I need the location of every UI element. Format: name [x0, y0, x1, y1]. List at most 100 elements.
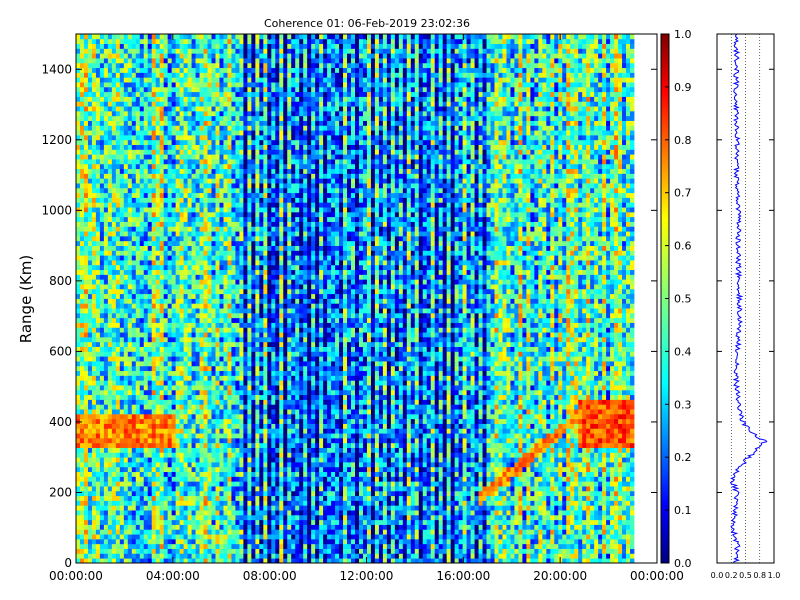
heatmap-cell	[199, 163, 204, 170]
heatmap-cell	[115, 48, 121, 54]
heatmap-cell	[151, 58, 157, 64]
heatmap-cell	[135, 159, 141, 165]
heatmap-cell	[187, 312, 192, 319]
heatmap-cell	[135, 389, 141, 396]
heatmap-cell	[83, 466, 89, 473]
heatmap-cell	[247, 500, 252, 506]
heatmap-cell	[171, 159, 177, 165]
heatmap-cell	[171, 500, 177, 506]
heatmap-cell	[167, 115, 173, 121]
heatmap-cell	[159, 91, 165, 97]
heatmap-cell	[135, 187, 141, 194]
heatmap-cell	[227, 192, 232, 198]
heatmap-cell	[251, 495, 256, 501]
heatmap-cell	[199, 77, 204, 83]
heatmap-cell	[139, 495, 145, 501]
heatmap-cell	[219, 245, 224, 251]
heatmap-cell	[135, 240, 141, 246]
heatmap-cell	[211, 58, 216, 64]
heatmap-cell	[171, 490, 177, 497]
heatmap-cell	[143, 178, 149, 184]
heatmap-cell	[179, 490, 185, 497]
heatmap-cell	[151, 375, 157, 381]
heatmap-cell	[243, 341, 248, 347]
heatmap-cell	[76, 452, 81, 458]
heatmap-cell	[163, 101, 169, 107]
heatmap-cell	[107, 284, 113, 290]
heatmap-cell	[219, 514, 224, 521]
heatmap-cell	[219, 207, 224, 213]
heatmap-cell	[243, 62, 248, 69]
heatmap-cell	[151, 202, 157, 208]
heatmap-cell	[151, 548, 157, 554]
heatmap-cell	[215, 274, 220, 280]
heatmap-cell	[123, 168, 129, 174]
heatmap-cell	[115, 375, 121, 381]
heatmap-cell	[83, 462, 89, 468]
heatmap-cell	[191, 471, 196, 477]
heatmap-cell	[195, 269, 200, 275]
heatmap-cell	[219, 82, 224, 88]
heatmap-cell	[243, 510, 248, 516]
heatmap-cell	[123, 385, 129, 391]
heatmap-cell	[179, 53, 185, 59]
heatmap-cell	[243, 543, 248, 549]
heatmap-cell	[247, 308, 252, 314]
heatmap-cell	[211, 524, 216, 530]
heatmap-cell	[79, 255, 85, 261]
heatmap-cell	[99, 226, 105, 232]
heatmap-cell	[83, 178, 89, 184]
heatmap-cell	[123, 336, 129, 343]
heatmap-cell	[131, 139, 137, 146]
heatmap-cell	[91, 91, 97, 97]
heatmap-cell	[219, 538, 224, 545]
heatmap-cell	[251, 178, 256, 184]
heatmap-cell	[219, 197, 224, 203]
heatmap-cell	[95, 361, 101, 367]
heatmap-cell	[251, 96, 256, 102]
heatmap-cell	[199, 96, 204, 102]
heatmap-cell	[155, 365, 161, 372]
heatmap-cell	[147, 303, 153, 309]
heatmap-cell	[127, 48, 133, 54]
heatmap-cell	[159, 399, 165, 405]
heatmap-cell	[79, 178, 85, 184]
heatmap-cell	[95, 34, 101, 40]
heatmap-cell	[107, 202, 113, 208]
heatmap-cell	[175, 471, 181, 477]
heatmap-cell	[163, 91, 169, 97]
heatmap-cell	[191, 77, 196, 83]
heatmap-cell	[99, 317, 105, 323]
heatmap-cell	[175, 231, 181, 237]
heatmap-cell	[87, 110, 93, 117]
heatmap-cell	[147, 187, 153, 194]
heatmap-cell	[175, 250, 181, 256]
heatmap-cell	[227, 72, 232, 78]
heatmap-cell	[95, 43, 101, 49]
heatmap-cell	[127, 96, 133, 102]
heatmap-cell	[195, 336, 200, 343]
heatmap-cell	[175, 235, 181, 242]
heatmap-cell	[111, 216, 117, 222]
heatmap-cell	[159, 457, 165, 463]
heatmap-cell	[91, 558, 97, 564]
heatmap-cell	[147, 476, 153, 482]
heatmap-cell	[147, 529, 153, 535]
heatmap-cell	[87, 553, 93, 559]
heatmap-cell	[231, 442, 236, 448]
heatmap-cell	[76, 404, 81, 410]
heatmap-cell	[195, 341, 200, 347]
heatmap-cell	[219, 163, 224, 170]
heatmap-cell	[191, 399, 196, 405]
heatmap-cell	[155, 514, 161, 521]
heatmap-cell	[107, 385, 113, 391]
heatmap-cell	[139, 279, 145, 285]
heatmap-cell	[239, 514, 244, 521]
heatmap-cell	[115, 168, 121, 174]
heatmap-cell	[187, 154, 192, 160]
heatmap-cell	[91, 534, 97, 540]
heatmap-cell	[211, 149, 216, 155]
heatmap-cell	[119, 221, 125, 227]
heatmap-cell	[111, 471, 117, 477]
heatmap-cell	[139, 192, 145, 198]
